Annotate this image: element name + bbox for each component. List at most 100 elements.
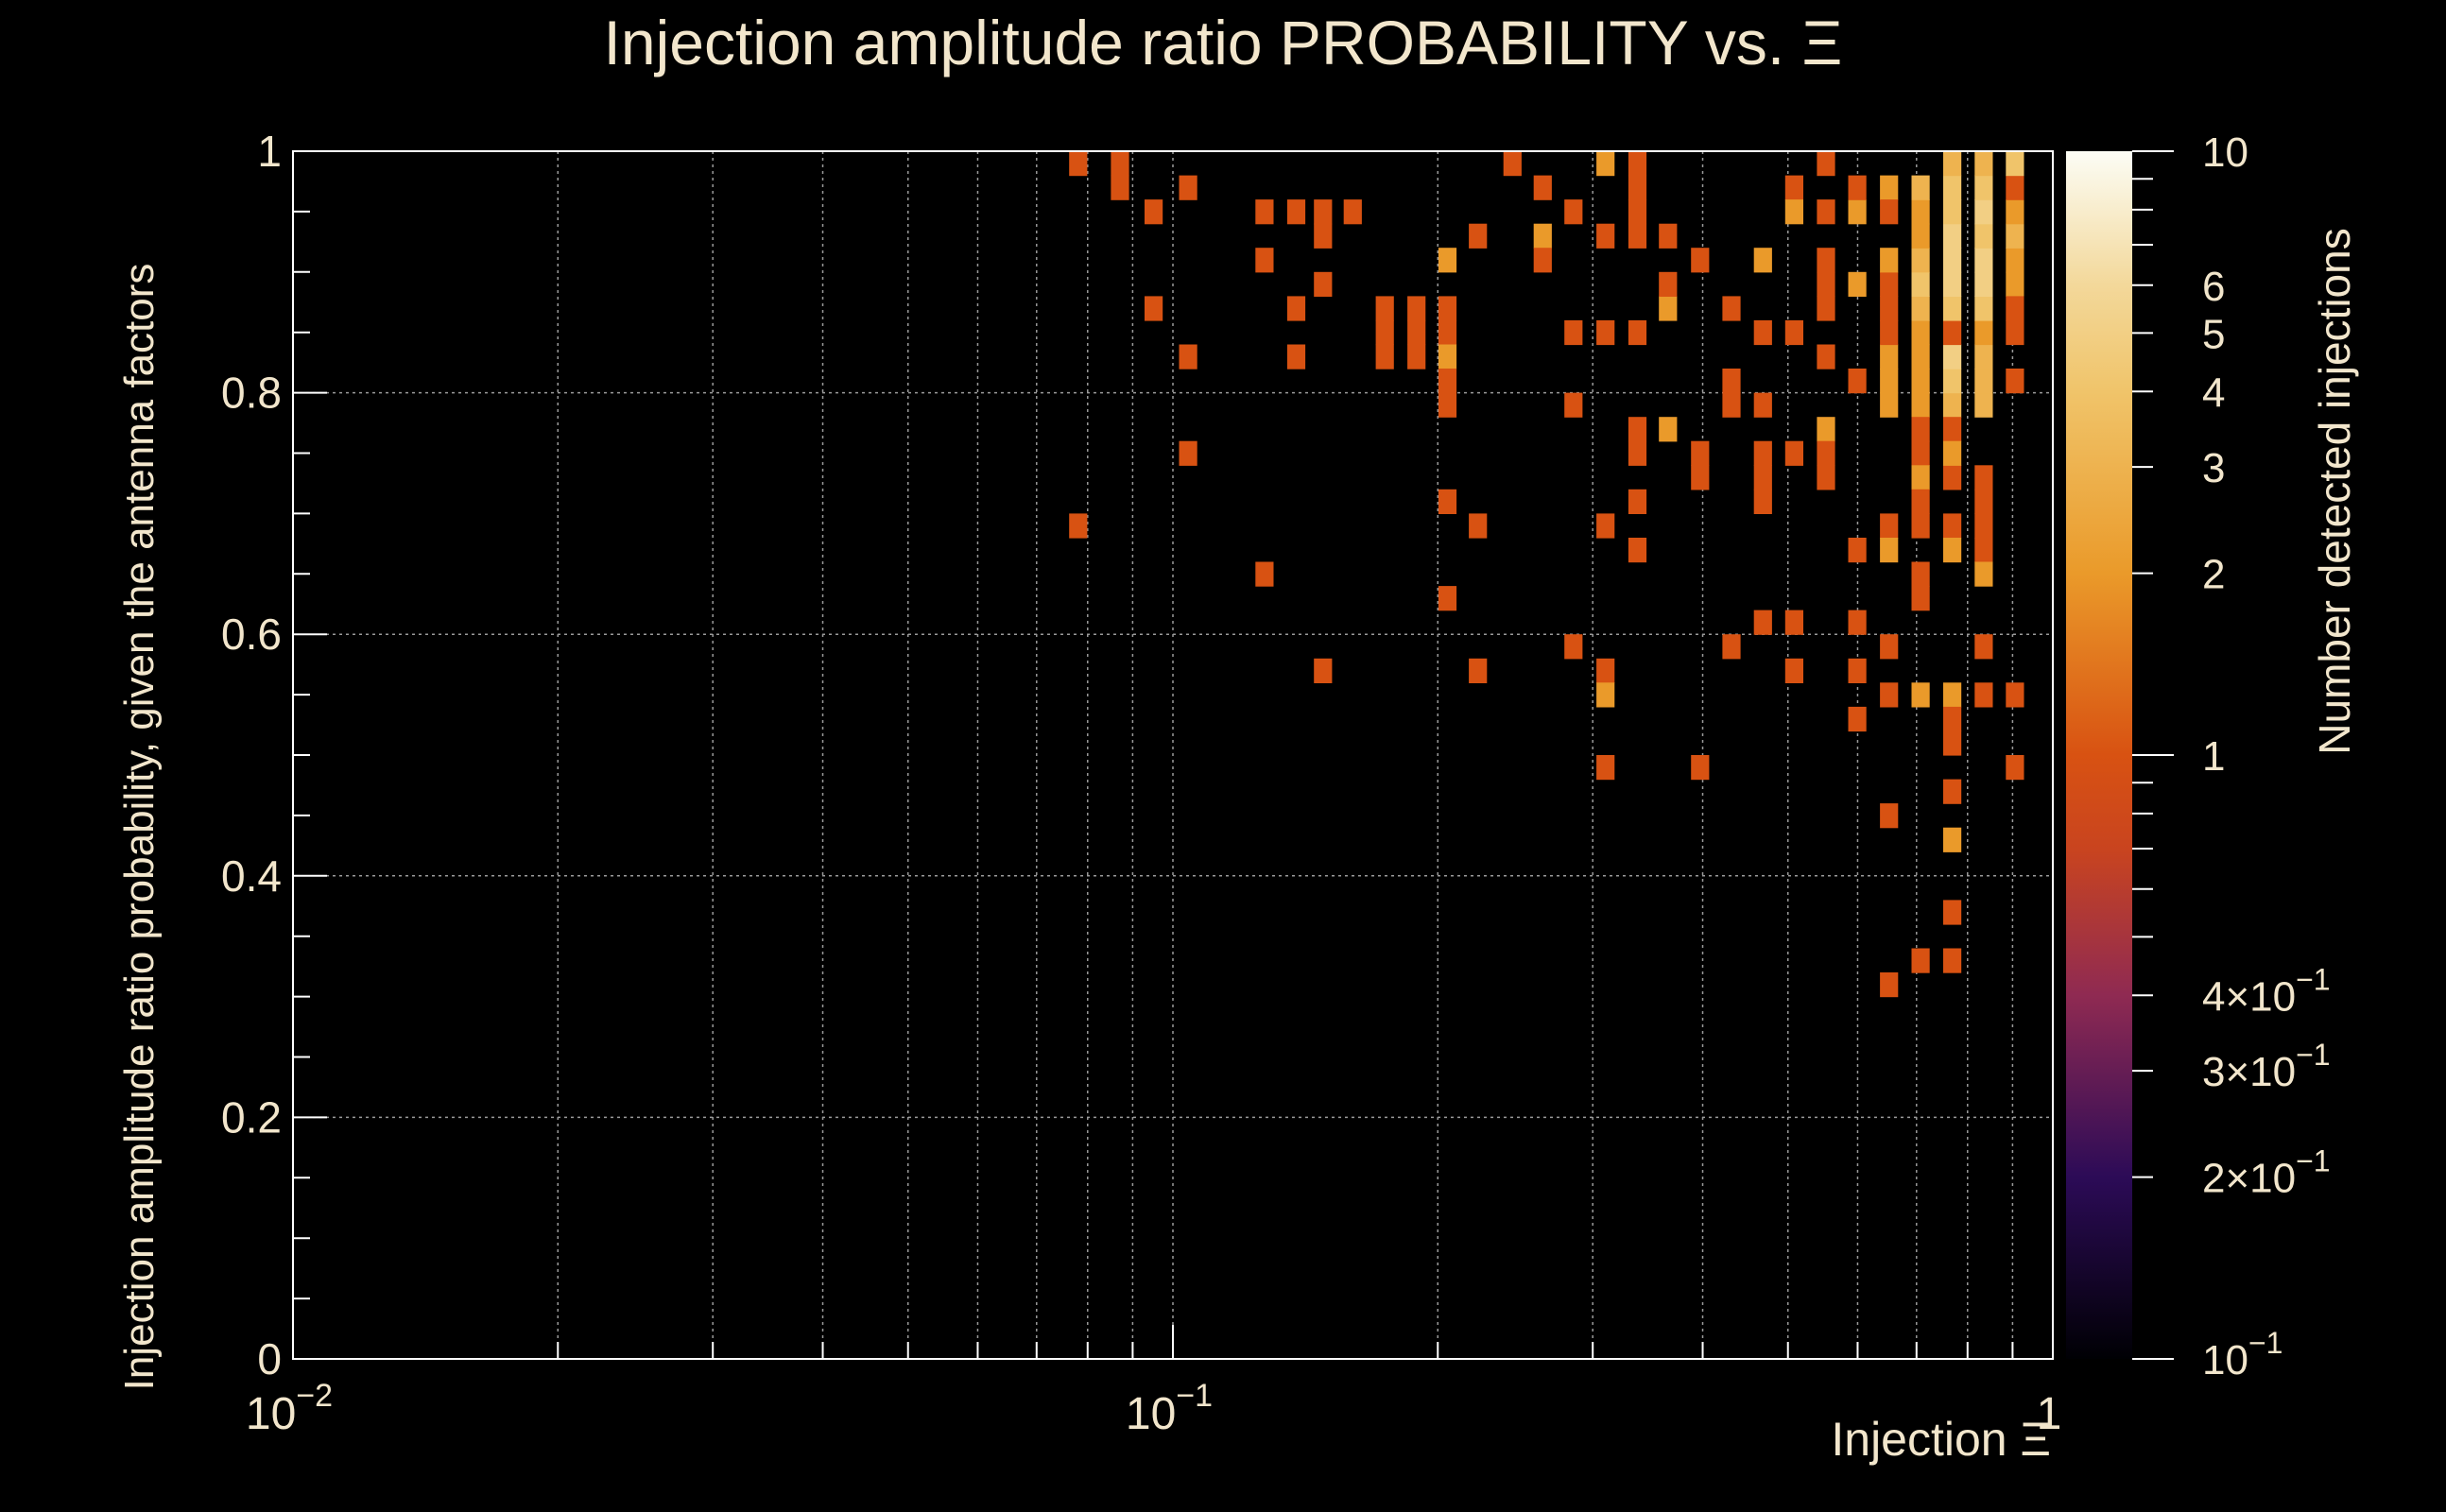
colorbar-tick-label: 3×10−1 bbox=[2202, 1038, 2331, 1095]
heatmap-cell bbox=[1817, 296, 1835, 321]
colorbar-tick-label-base: 1 bbox=[2202, 733, 2225, 780]
heatmap-cell bbox=[1880, 634, 1899, 660]
heatmap-cell bbox=[1880, 199, 1899, 225]
heatmap-cell bbox=[1691, 755, 1710, 781]
colorbar-tick-label-base: 6 bbox=[2202, 264, 2225, 310]
heatmap-cell bbox=[1880, 682, 1899, 708]
colorbar-tick-label: 10−1 bbox=[2202, 1326, 2282, 1383]
colorbar-tick-label-exponent: −1 bbox=[2296, 1038, 2330, 1072]
heatmap-cells bbox=[1069, 151, 2024, 998]
heatmap-cell bbox=[1974, 248, 1993, 273]
heatmap-cell bbox=[1628, 223, 1647, 249]
heatmap-cell bbox=[1314, 271, 1333, 297]
heatmap-cell bbox=[1255, 248, 1274, 273]
heatmap-cell bbox=[1943, 779, 1962, 804]
heatmap-cell bbox=[1911, 223, 1930, 249]
heatmap-cell bbox=[1438, 369, 1457, 394]
colorbar-tick-label-base: 5 bbox=[2202, 311, 2225, 357]
heatmap-cell bbox=[1533, 175, 1552, 200]
colorbar-tick-label-exponent: −1 bbox=[2296, 1144, 2330, 1178]
heatmap-cell bbox=[1659, 296, 1678, 321]
chart-title: Injection amplitude ratio PROBABILITY vs… bbox=[604, 8, 1843, 77]
heatmap-cell bbox=[1111, 175, 1129, 200]
heatmap-cell bbox=[1438, 392, 1457, 418]
heatmap-cell bbox=[1943, 248, 1962, 273]
heatmap-cell bbox=[1911, 489, 1930, 514]
heatmap-cell bbox=[1974, 561, 1993, 587]
heatmap-cell bbox=[1628, 417, 1647, 442]
heatmap-cell bbox=[1753, 465, 1772, 490]
heatmap-cell bbox=[1503, 151, 1522, 177]
heatmap-cell bbox=[1628, 151, 1647, 177]
heatmap-cell bbox=[1179, 344, 1197, 369]
heatmap-cell bbox=[1911, 440, 1930, 466]
heatmap-cell bbox=[1880, 248, 1899, 273]
heatmap-cell bbox=[1375, 296, 1394, 321]
heatmap-cell bbox=[1659, 417, 1678, 442]
heatmap-cell bbox=[2006, 271, 2024, 297]
heatmap-cell bbox=[1596, 223, 1615, 249]
colorbar-label: Number detected injections bbox=[2310, 228, 2359, 754]
heatmap-cell bbox=[1911, 344, 1930, 369]
heatmap-cell bbox=[1943, 369, 1962, 394]
heatmap-cell bbox=[1179, 440, 1197, 466]
heatmap-cell bbox=[2006, 682, 2024, 708]
x-tick-label: 10−1 bbox=[1126, 1378, 1213, 1439]
heatmap-cell bbox=[1943, 827, 1962, 852]
heatmap-cell bbox=[1596, 755, 1615, 781]
heatmap-cell bbox=[1880, 972, 1899, 998]
heatmap-cell bbox=[1911, 319, 1930, 346]
heatmap-cell bbox=[2006, 296, 2024, 321]
heatmap-cell bbox=[1848, 706, 1867, 732]
heatmap-cell bbox=[1911, 682, 1930, 708]
heatmap-cell bbox=[1974, 271, 1993, 297]
colorbar-tick-label-base: 3 bbox=[2202, 445, 2225, 491]
heatmap-cell bbox=[1943, 465, 1962, 490]
colorbar-tick-label: 3 bbox=[2202, 445, 2225, 491]
colorbar-tick-label: 4 bbox=[2202, 369, 2225, 416]
heatmap-cell bbox=[2006, 319, 2024, 346]
heatmap-cell bbox=[1722, 369, 1741, 394]
heatmap-cell bbox=[1943, 199, 1962, 225]
heatmap-cell bbox=[1880, 271, 1899, 297]
heatmap-cell bbox=[1943, 538, 1962, 563]
heatmap-cell bbox=[1722, 634, 1741, 660]
y-axis-label: Injection amplitude ratio probability, g… bbox=[116, 264, 163, 1391]
heatmap-cell bbox=[1659, 271, 1678, 297]
colorbar-tick-label-base: 10 bbox=[2202, 1337, 2248, 1383]
heatmap-cell bbox=[1974, 634, 1993, 660]
heatmap-cell bbox=[1314, 223, 1333, 249]
colorbar-tick-label: 6 bbox=[2202, 264, 2225, 310]
heatmap-cell bbox=[1753, 392, 1772, 418]
x-tick-label-exponent: −2 bbox=[296, 1378, 333, 1414]
heatmap-cell bbox=[1069, 151, 1088, 177]
heatmap-cell bbox=[1255, 561, 1274, 587]
heatmap-cell bbox=[1943, 175, 1962, 200]
heatmap-cell bbox=[1753, 489, 1772, 514]
heatmap-cell bbox=[1974, 538, 1993, 563]
heatmap-cell bbox=[1943, 223, 1962, 249]
heatmap-cell bbox=[1943, 319, 1962, 346]
heatmap-cell bbox=[1596, 319, 1615, 346]
heatmap-cell bbox=[1848, 175, 1867, 200]
heatmap-cell bbox=[1911, 271, 1930, 297]
colorbar-tick-label-base: 2 bbox=[2202, 552, 2225, 598]
x-axis-label: Injection Ξ bbox=[1831, 1413, 2051, 1466]
heatmap-cell bbox=[1943, 296, 1962, 321]
heatmap-cell bbox=[1880, 296, 1899, 321]
heatmap-cell bbox=[1314, 199, 1333, 225]
heatmap-cell bbox=[1628, 319, 1647, 346]
colorbar-tick-label: 2×10−1 bbox=[2202, 1144, 2331, 1202]
heatmap-cell bbox=[1974, 199, 1993, 225]
heatmap-cell bbox=[1753, 610, 1772, 635]
heatmap-cell bbox=[1880, 803, 1899, 829]
heatmap-cell bbox=[1628, 489, 1647, 514]
heatmap-cell bbox=[2006, 223, 2024, 249]
x-tick-label: 10−2 bbox=[246, 1378, 333, 1439]
heatmap-cell bbox=[1659, 223, 1678, 249]
heatmap-cell bbox=[2006, 369, 2024, 394]
heatmap-cell bbox=[1974, 369, 1993, 394]
heatmap-cell bbox=[1817, 417, 1835, 442]
heatmap-cell bbox=[1943, 271, 1962, 297]
